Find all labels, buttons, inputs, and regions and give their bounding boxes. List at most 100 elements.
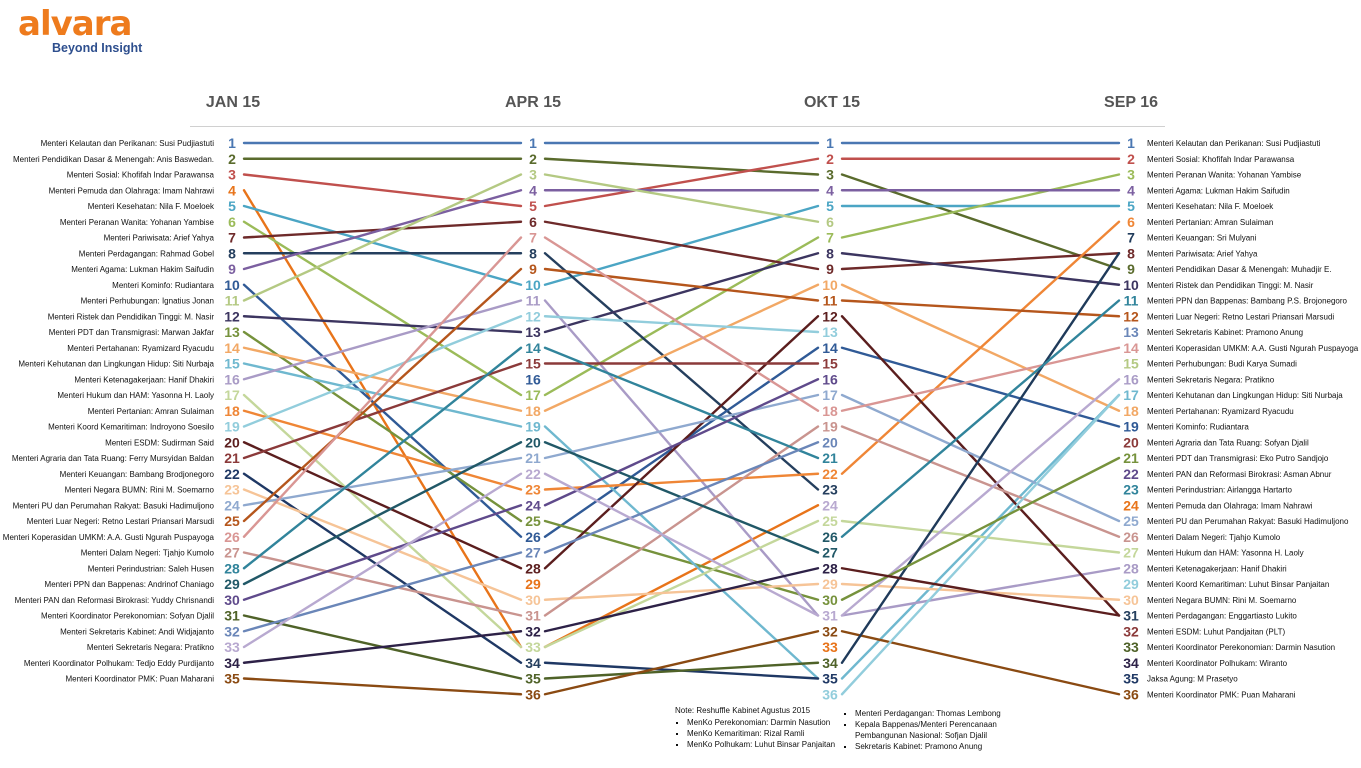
rank-number: 4 (826, 182, 834, 198)
left-minister-label: Menteri Pemuda dan Olahraga: Imam Nahraw… (49, 186, 215, 195)
right-minister-label: Menteri Pariwisata: Arief Yahya (1147, 249, 1258, 258)
rank-number: 25 (525, 513, 541, 529)
series-line-dikbud (543, 157, 820, 176)
left-minister-label: Menteri Luar Negeri: Retno Lestari Prian… (27, 517, 214, 526)
series-line-pora (543, 504, 820, 649)
right-minister-label: Menteri PAN dan Reformasi Birokrasi: Asm… (1147, 470, 1332, 479)
rank-number: 6 (1127, 214, 1135, 230)
series-line-menlu (840, 299, 1121, 318)
rank-number: 31 (224, 608, 240, 624)
rank-number: 19 (525, 419, 541, 435)
left-minister-label: Menteri Perhubungan: Ignatius Jonan (81, 297, 214, 306)
series-line-dalamnegeri (840, 425, 1121, 538)
series-line-pora (242, 189, 523, 649)
rank-number: 22 (1123, 466, 1139, 482)
rank-number: 11 (526, 293, 541, 309)
rank-number: 12 (525, 308, 541, 324)
rank-number: 3 (529, 167, 537, 183)
left-minister-label: Menteri Perdagangan: Rahmad Gobel (79, 249, 214, 258)
rank-number: 4 (228, 182, 236, 198)
rank-number: 4 (1127, 182, 1135, 198)
rank-number: 17 (525, 387, 541, 403)
left-minister-label: Menteri Pendidikan Dasar & Menengah: Ani… (13, 155, 214, 164)
left-minister-label: Menteri Dalam Negeri: Tjahjo Kumolo (81, 549, 215, 558)
series-line-ristek (543, 252, 820, 334)
rank-number: 20 (822, 434, 838, 450)
series-line-pmk (840, 630, 1121, 696)
series-line-dalamnegeri (543, 425, 820, 617)
rank-number: 3 (1127, 167, 1135, 183)
series-line-seskab (543, 441, 820, 554)
rank-number: 32 (822, 623, 838, 639)
right-minister-label: Menteri Sosial: Khofifah Indar Parawansa (1147, 155, 1295, 164)
right-minister-label: Menteri Agama: Lukman Hakim Saifudin (1147, 186, 1290, 195)
series-line-panrb (543, 378, 820, 507)
rank-number: 29 (1123, 576, 1139, 592)
series-line-menlu (543, 267, 820, 302)
series-line-sosial (543, 157, 820, 208)
left-minister-label: Menteri Koperasidan UMKM: A.A. Gusti Ngu… (3, 533, 215, 542)
note-item: MenKo Polhukam: Luhut Binsar Panjaitan (687, 739, 845, 750)
right-minister-label: Menteri Koordinator Perekonomian: Darmin… (1147, 643, 1335, 652)
left-minister-label: Menteri Pertanian: Amran Sulaiman (88, 407, 214, 416)
right-minister-label: Menteri Kesehatan: Nila F. Moeloek (1147, 202, 1274, 211)
right-minister-label: Menteri Perhubungan: Budi Karya Sumadi (1147, 360, 1297, 369)
rank-number: 15 (1123, 356, 1139, 372)
rank-number: 23 (822, 482, 838, 498)
rank-number: 21 (224, 450, 240, 466)
rank-number: 10 (822, 277, 838, 293)
rank-number: 13 (822, 324, 838, 340)
left-minister-label: Menteri Perindustrian: Saleh Husen (88, 564, 214, 573)
rank-number: 14 (1123, 340, 1139, 356)
rank-number: 31 (822, 608, 838, 624)
rank-number: 11 (823, 293, 838, 309)
series-line-perekonomian_new (840, 456, 1121, 601)
note-item: MenKo Perekonomian: Darmin Nasution (687, 717, 845, 728)
rank-number: 35 (1123, 671, 1139, 687)
rank-number: 24 (1123, 497, 1139, 513)
rank-number: 4 (529, 182, 537, 198)
rank-number: 23 (1123, 482, 1139, 498)
series-line-pariwisata (840, 252, 1121, 271)
series-line-pariwisata (543, 220, 820, 271)
reshuffle-note-right: Menteri Perdagangan: Thomas Lembong Kepa… (843, 708, 1018, 752)
rank-number: 10 (525, 277, 541, 293)
right-minister-label: Jaksa Agung: M Prasetyo (1147, 675, 1238, 684)
rank-number: 21 (822, 450, 838, 466)
rank-number: 19 (224, 419, 240, 435)
left-minister-label: Menteri Pertahanan: Ryamizard Ryacudu (67, 344, 214, 353)
left-minister-label: Menteri Koord Kemaritiman: Indroyono Soe… (48, 423, 214, 432)
series-line-sosial (242, 173, 523, 208)
rank-number: 7 (1127, 230, 1135, 246)
rank-number: 5 (529, 198, 537, 214)
rank-number: 10 (224, 277, 240, 293)
right-minister-label: Menteri Keuangan: Sri Mulyani (1147, 234, 1257, 243)
rank-number: 16 (1123, 371, 1139, 387)
note-item: Menteri Perdagangan: Thomas Lembong (855, 708, 1018, 719)
rank-number: 3 (826, 167, 834, 183)
left-minister-label: Menteri PPN dan Bappenas: Andrinof Chani… (45, 580, 215, 589)
right-minister-label: Menteri Ketenagakerjaan: Hanif Dhakiri (1147, 564, 1287, 573)
rank-number: 6 (826, 214, 834, 230)
rank-number: 5 (1127, 198, 1135, 214)
rank-number: 15 (525, 356, 541, 372)
series-line-bappenas_new (840, 299, 1121, 538)
right-minister-label: Menteri Perindustrian: Airlangga Hartart… (1147, 486, 1293, 495)
series-line-agama (242, 189, 523, 271)
left-minister-label: Menteri Koordinator PMK: Puan Maharani (65, 675, 214, 684)
rank-number: 23 (525, 482, 541, 498)
series-line-ristek (242, 315, 523, 334)
series-line-perindustrian (543, 346, 820, 460)
rank-number: 23 (224, 482, 240, 498)
rank-number: 30 (822, 592, 838, 608)
rank-number: 32 (525, 623, 541, 639)
rank-number: 7 (826, 230, 834, 246)
rank-number: 1 (1127, 135, 1135, 151)
rank-number: 2 (1127, 151, 1135, 167)
rank-number: 1 (228, 135, 236, 151)
rank-number: 36 (525, 686, 541, 702)
series-line-hukum (840, 519, 1121, 554)
left-minister-label: Menteri Koordinator Polhukam: Tedjo Eddy… (24, 659, 215, 668)
left-minister-label: Menteri PU dan Perumahan Rakyat: Basuki … (13, 501, 215, 510)
right-minister-label: Menteri Kehutanan dan Lingkungan Hidup: … (1147, 391, 1343, 400)
